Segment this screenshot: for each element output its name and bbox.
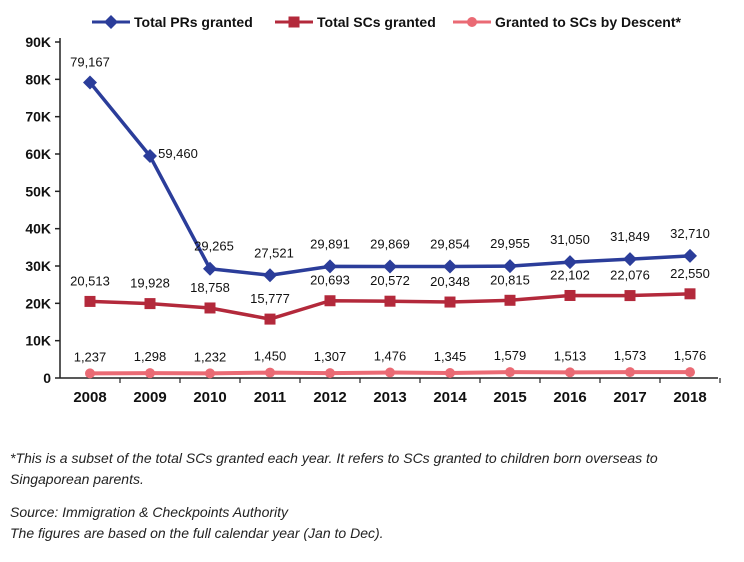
data-point xyxy=(325,368,335,379)
data-point xyxy=(264,313,276,325)
data-point xyxy=(85,368,95,379)
line-chart: 0 10K 20K 30K 40K 50K 60K 70K 80K 90K 2008 2009 2010… xyxy=(25,14,721,406)
y-tick-label: 70K xyxy=(25,109,51,125)
x-tick-label: 2018 xyxy=(673,389,706,406)
data-point xyxy=(563,255,577,270)
chart-notes: *This is a subset of the total SCs grant… xyxy=(10,448,734,544)
data-point xyxy=(323,259,337,274)
x-tick-label: 2014 xyxy=(433,389,467,406)
data-point xyxy=(205,368,215,379)
y-tick-label: 40K xyxy=(25,221,51,237)
data-point xyxy=(565,367,575,378)
data-point xyxy=(384,295,396,307)
data-point xyxy=(265,367,275,378)
data-label: 22,076 xyxy=(610,268,650,283)
legend-marker xyxy=(104,15,118,29)
data-point xyxy=(385,367,395,378)
x-tick-label: 2012 xyxy=(313,389,346,406)
data-label: 59,460 xyxy=(158,146,198,161)
legend-marker xyxy=(467,17,477,27)
data-point xyxy=(83,75,97,90)
data-label: 1,579 xyxy=(494,348,527,363)
y-tick-label: 0 xyxy=(43,370,51,386)
x-tick-label: 2008 xyxy=(73,389,106,406)
data-label: 1,450 xyxy=(254,349,287,364)
data-point xyxy=(143,149,157,164)
data-label: 20,572 xyxy=(370,273,410,288)
data-label: 1,298 xyxy=(134,349,167,364)
data-point xyxy=(505,367,515,378)
y-tick-label: 80K xyxy=(25,71,51,87)
data-point xyxy=(564,289,576,301)
source-note: Source: Immigration & Checkpoints Author… xyxy=(10,504,289,520)
data-point xyxy=(263,268,277,283)
data-point xyxy=(444,296,456,308)
data-label: 20,693 xyxy=(310,273,350,288)
data-label: 31,050 xyxy=(550,232,590,247)
data-label: 29,955 xyxy=(490,236,530,251)
data-label: 1,513 xyxy=(554,348,587,363)
data-label: 29,854 xyxy=(430,237,470,252)
data-label: 29,265 xyxy=(194,239,234,254)
x-tick-label: 2013 xyxy=(373,389,406,406)
data-label: 1,573 xyxy=(614,348,647,363)
data-label: 1,237 xyxy=(74,349,107,364)
data-label: 18,758 xyxy=(190,280,230,295)
x-tick-label: 2010 xyxy=(193,389,226,406)
data-point xyxy=(204,302,216,314)
data-point xyxy=(144,298,156,310)
data-point xyxy=(684,288,696,300)
data-label: 29,869 xyxy=(370,236,410,251)
data-point xyxy=(503,259,517,274)
data-point xyxy=(443,259,457,274)
data-label: 22,102 xyxy=(550,267,590,282)
x-tick-label: 2017 xyxy=(613,389,646,406)
data-label: 15,777 xyxy=(250,291,290,306)
y-tick-label: 30K xyxy=(25,258,51,274)
data-label: 31,849 xyxy=(610,229,650,244)
x-tick-label: 2011 xyxy=(254,389,287,406)
data-point xyxy=(383,259,397,274)
y-tick-label: 50K xyxy=(25,183,51,199)
data-point xyxy=(624,290,636,302)
data-point xyxy=(504,294,516,306)
data-label: 32,710 xyxy=(670,226,710,241)
legend-label: Granted to SCs by Descent* xyxy=(495,14,681,30)
data-label: 22,550 xyxy=(670,266,710,281)
data-label: 1,345 xyxy=(434,349,467,364)
data-label: 1,232 xyxy=(194,349,227,364)
data-point xyxy=(625,367,635,378)
data-point xyxy=(445,367,455,378)
data-point xyxy=(685,367,695,378)
data-label: 29,891 xyxy=(310,236,350,251)
data-label: 1,307 xyxy=(314,349,347,364)
data-label: 20,513 xyxy=(70,273,110,288)
data-label: 20,815 xyxy=(490,272,530,287)
legend-label: Total PRs granted xyxy=(134,14,253,30)
data-point xyxy=(683,248,697,263)
data-label: 19,928 xyxy=(130,276,170,291)
data-point xyxy=(324,295,336,307)
data-label: 27,521 xyxy=(254,245,294,260)
data-label: 79,167 xyxy=(70,54,110,69)
data-label: 20,348 xyxy=(430,274,470,289)
y-tick-label: 10K xyxy=(25,333,51,349)
data-label: 1,576 xyxy=(674,348,707,363)
x-tick-label: 2009 xyxy=(133,389,166,406)
x-tick-label: 2015 xyxy=(493,389,526,406)
y-tick-label: 90K xyxy=(25,34,51,50)
legend-label: Total SCs granted xyxy=(317,14,436,30)
data-label: 1,476 xyxy=(374,348,407,363)
footnote: *This is a subset of the total SCs grant… xyxy=(10,450,658,487)
data-point xyxy=(203,261,217,276)
data-point xyxy=(145,368,155,379)
basis-note: The figures are based on the full calend… xyxy=(10,525,384,541)
data-point xyxy=(623,252,637,267)
y-tick-label: 60K xyxy=(25,146,51,162)
y-tick-label: 20K xyxy=(25,295,51,311)
legend-marker xyxy=(288,16,300,28)
data-point xyxy=(84,295,96,307)
x-tick-label: 2016 xyxy=(553,389,586,406)
